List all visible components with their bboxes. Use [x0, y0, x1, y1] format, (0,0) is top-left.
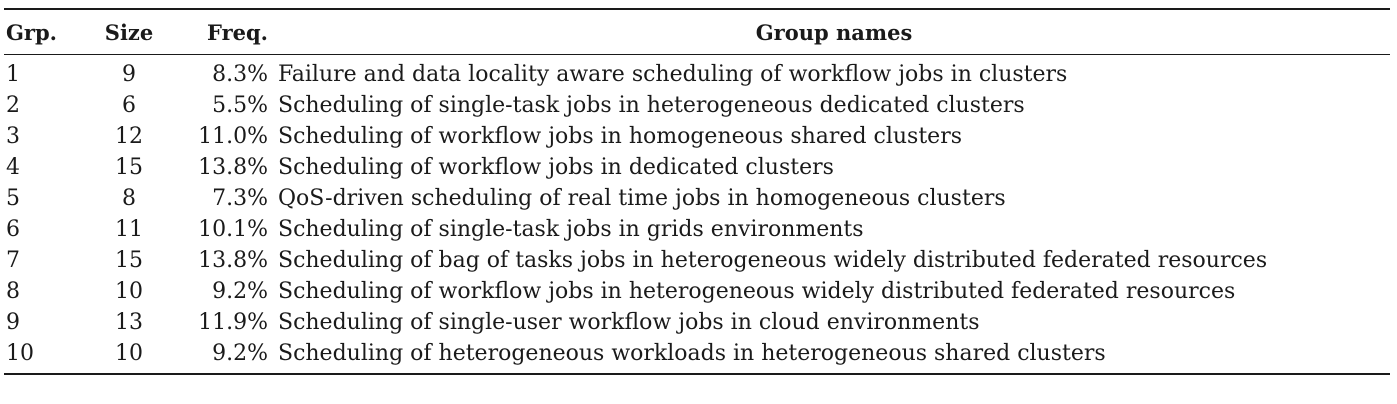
cell-group: 1: [6, 62, 20, 87]
cell-size: 11: [115, 217, 143, 242]
table-row: 3 12 11.0% Scheduling of workflow jobs in h…: [4, 121, 1390, 152]
header-freq: Freq.: [207, 19, 268, 45]
group-table: Grp. Size Freq. Group names 1 9 8.3% Failur…: [4, 8, 1390, 375]
cell-group: 9: [6, 310, 20, 335]
table-row: 10 10 9.2% Scheduling of heterogeneous work…: [4, 338, 1390, 369]
cell-freq: 9.2%: [212, 279, 268, 304]
cell-freq: 10.1%: [198, 217, 268, 242]
header-group-names: Group names: [755, 19, 913, 45]
cell-freq: 11.0%: [198, 124, 268, 149]
cell-group-name: Scheduling of workflow jobs in dedicated…: [278, 155, 834, 180]
table-row: 1 9 8.3% Failure and data locality aware sc…: [4, 55, 1390, 90]
cell-group-name: QoS-driven scheduling of real time jobs …: [278, 186, 1006, 211]
cell-group: 5: [6, 186, 20, 211]
cell-group: 2: [6, 93, 20, 118]
table-row: 2 6 5.5% Scheduling of single-task jobs in …: [4, 90, 1390, 121]
cell-freq: 5.5%: [212, 93, 268, 118]
cell-size: 8: [122, 186, 136, 211]
cell-group: 10: [6, 341, 34, 366]
table-row: 4 15 13.8% Scheduling of workflow jobs in d…: [4, 152, 1390, 183]
table-row: 9 13 11.9% Scheduling of single-user workfl…: [4, 307, 1390, 338]
cell-size: 15: [115, 155, 143, 180]
cell-group: 3: [6, 124, 20, 149]
cell-size: 15: [115, 248, 143, 273]
header-row: Grp. Size Freq. Group names: [4, 10, 1390, 54]
table: Grp. Size Freq. Group names: [4, 10, 1390, 54]
cell-freq: 8.3%: [212, 62, 268, 87]
cell-group-name: Scheduling of single-task jobs in hetero…: [278, 93, 1025, 118]
header-rule: [4, 54, 1390, 55]
cell-freq: 7.3%: [212, 186, 268, 211]
cell-group-name: Scheduling of workflow jobs in homogeneo…: [278, 124, 963, 149]
cell-freq: 9.2%: [212, 341, 268, 366]
cell-size: 10: [115, 279, 143, 304]
cell-group: 8: [6, 279, 20, 304]
cell-size: 6: [122, 93, 136, 118]
cell-group-name: Scheduling of bag of tasks jobs in heter…: [278, 248, 1268, 273]
cell-group-name: Scheduling of heterogeneous workloads in…: [278, 341, 1106, 366]
cell-size: 9: [122, 62, 136, 87]
cell-size: 12: [115, 124, 143, 149]
table-row: 8 10 9.2% Scheduling of workflow jobs in he…: [4, 276, 1390, 307]
table-body: 1 9 8.3% Failure and data locality aware sc…: [4, 55, 1390, 369]
cell-group-name: Scheduling of workflow jobs in heterogen…: [278, 279, 1236, 304]
cell-freq: 11.9%: [198, 310, 268, 335]
header-group: Grp.: [6, 19, 57, 45]
table-row: 6 11 10.1% Scheduling of single-task jobs i…: [4, 214, 1390, 245]
cell-size: 13: [115, 310, 143, 335]
cell-group: 7: [6, 248, 20, 273]
cell-freq: 13.8%: [198, 155, 268, 180]
cell-group: 6: [6, 217, 20, 242]
cell-group-name: Failure and data locality aware scheduli…: [278, 62, 1068, 87]
cell-group-name: Scheduling of single-task jobs in grids …: [278, 217, 864, 242]
table-row: 7 15 13.8% Scheduling of bag of tasks jobs …: [4, 245, 1390, 276]
table-row: 5 8 7.3% QoS-driven scheduling of real time…: [4, 183, 1390, 214]
cell-size: 10: [115, 341, 143, 366]
top-rule: [4, 8, 1390, 10]
cell-group: 4: [6, 155, 20, 180]
cell-group-name: Scheduling of single-user workflow jobs …: [278, 310, 980, 335]
cell-freq: 13.8%: [198, 248, 268, 273]
bottom-rule: [4, 373, 1390, 375]
header-size: Size: [104, 19, 154, 45]
